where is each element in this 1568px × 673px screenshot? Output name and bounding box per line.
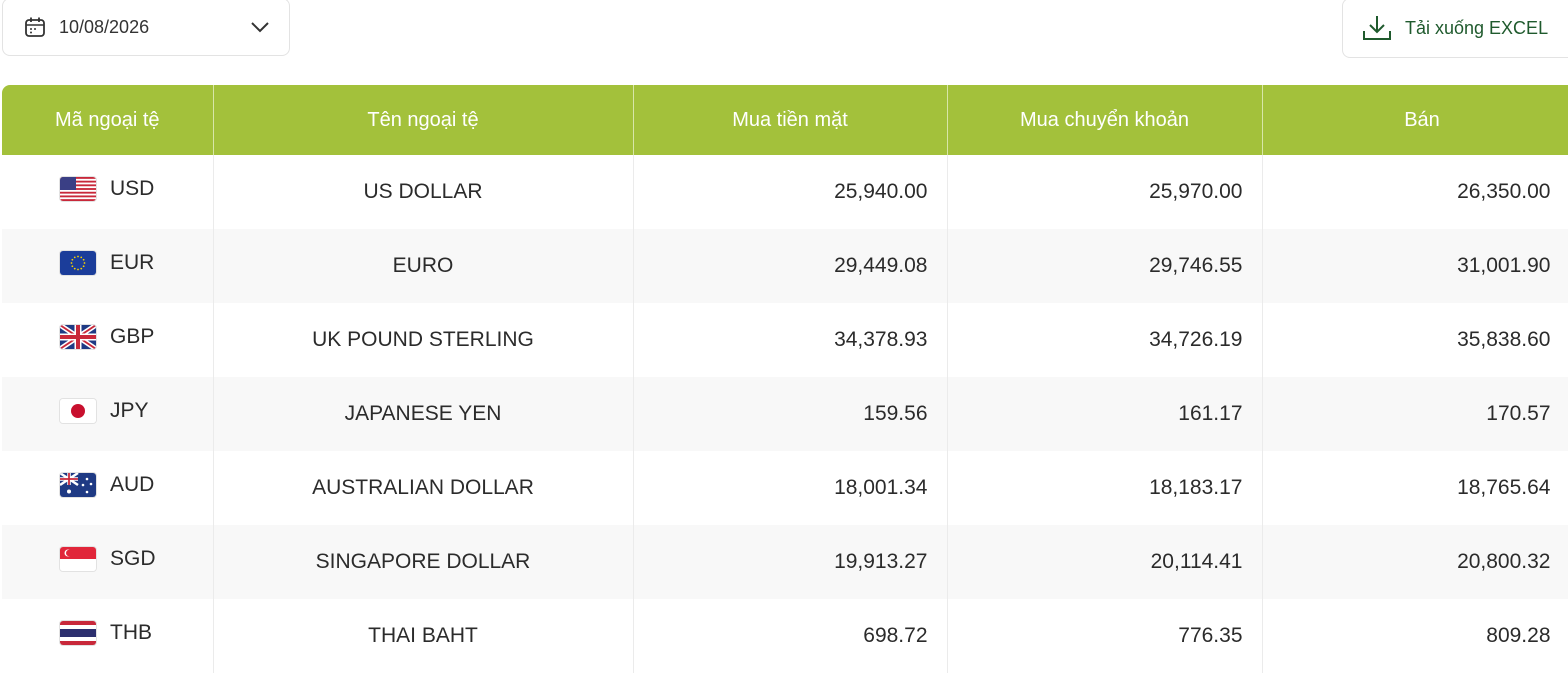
currency-code-cell: SGD	[2, 525, 214, 599]
chevron-down	[251, 22, 269, 33]
rate-table: Mã ngoại tệ Tên ngoại tệ Mua tiền mặt Mua c…	[2, 85, 1568, 673]
table-row: THB THAI BAHT 698.72 776.35 809.28	[2, 599, 1568, 673]
currency-code-cell: JPY	[2, 377, 214, 451]
currency-name: JAPANESE YEN	[213, 377, 634, 451]
currency-code-cell: EUR	[2, 229, 214, 303]
currency-code: AUD	[110, 473, 155, 496]
code-wrap: SGD	[60, 547, 212, 571]
download-icon	[1363, 16, 1391, 40]
column-header: Mua chuyển khoản	[947, 85, 1263, 155]
currency-name: UK POUND STERLING	[213, 303, 634, 377]
header-row: Mã ngoại tệ Tên ngoại tệ Mua tiền mặt Mua c…	[2, 85, 1568, 155]
rate-value: 18,765.64	[1262, 451, 1568, 525]
rate-value: 34,378.93	[633, 303, 948, 377]
rate-value: 161.17	[947, 377, 1263, 451]
currency-code: SGD	[110, 547, 156, 570]
column-header: Mua tiền mặt	[633, 85, 948, 155]
calendar-icon	[25, 17, 45, 37]
currency-code-cell: USD	[2, 155, 214, 229]
flag-icon	[60, 251, 96, 275]
currency-name: SINGAPORE DOLLAR	[213, 525, 634, 599]
flag-icon	[60, 177, 96, 201]
rate-value: 776.35	[947, 599, 1263, 673]
table-body: USD US DOLLAR 25,940.00 25,970.00 26,350.00 E…	[2, 155, 1568, 673]
rate-value: 20,800.32	[1262, 525, 1568, 599]
currency-code-cell: GBP	[2, 303, 214, 377]
code-wrap: USD	[60, 177, 212, 201]
currency-code: JPY	[110, 399, 149, 422]
currency-code-cell: AUD	[2, 451, 214, 525]
currency-code: THB	[110, 621, 152, 644]
rate-value: 34,726.19	[947, 303, 1263, 377]
code-wrap: EUR	[60, 251, 212, 275]
rate-value: 698.72	[633, 599, 948, 673]
rate-value: 25,970.00	[947, 155, 1263, 229]
table-row: AUD AUSTRALIAN DOLLAR 18,001.34 18,183.17 18…	[2, 451, 1568, 525]
flag-icon	[60, 621, 96, 645]
table-row: GBP UK POUND STERLING 34,378.93 34,726.19 35…	[2, 303, 1568, 377]
table-row: EUR EURO 29,449.08 29,746.55 31,001.90	[2, 229, 1568, 303]
currency-code-cell: THB	[2, 599, 214, 673]
currency-code: GBP	[110, 325, 155, 348]
rate-value: 159.56	[633, 377, 948, 451]
table-row: SGD SINGAPORE DOLLAR 19,913.27 20,114.41 20,…	[2, 525, 1568, 599]
rate-value: 29,746.55	[947, 229, 1263, 303]
rate-value: 29,449.08	[633, 229, 948, 303]
rate-value: 20,114.41	[947, 525, 1263, 599]
column-header: Bán	[1262, 85, 1568, 155]
currency-name: THAI BAHT	[213, 599, 634, 673]
currency-name: US DOLLAR	[213, 155, 634, 229]
rate-value: 170.57	[1262, 377, 1568, 451]
download-label: Tải xuống EXCEL	[1405, 17, 1549, 38]
download-button[interactable]: Tải xuống EXCEL	[1342, 0, 1568, 58]
rate-value: 26,350.00	[1262, 155, 1568, 229]
flag-icon	[60, 325, 96, 349]
rate-value: 18,001.34	[633, 451, 948, 525]
column-header: Mã ngoại tệ	[2, 85, 214, 155]
flag-icon	[60, 473, 96, 497]
code-wrap: JPY	[60, 399, 212, 423]
rate-value: 18,183.17	[947, 451, 1263, 525]
date-value: 10/08/2026	[59, 16, 150, 37]
date-picker[interactable]: 10/08/2026	[2, 0, 290, 56]
rate-value: 35,838.60	[1262, 303, 1568, 377]
code-wrap: GBP	[60, 325, 212, 349]
table-row: JPY JAPANESE YEN 159.56 161.17 170.57	[2, 377, 1568, 451]
currency-name: EURO	[213, 229, 634, 303]
rate-value: 31,001.90	[1262, 229, 1568, 303]
code-wrap: AUD	[60, 473, 212, 497]
currency-code: USD	[110, 177, 155, 200]
currency-name: AUSTRALIAN DOLLAR	[213, 451, 634, 525]
rate-value: 19,913.27	[633, 525, 948, 599]
currency-code: EUR	[110, 251, 155, 274]
flag-icon	[60, 399, 96, 423]
rate-value: 809.28	[1262, 599, 1568, 673]
rate-value: 25,940.00	[633, 155, 948, 229]
table-row: USD US DOLLAR 25,940.00 25,970.00 26,350.00	[2, 155, 1568, 229]
code-wrap: THB	[60, 621, 212, 645]
flag-icon	[60, 547, 96, 571]
column-header: Tên ngoại tệ	[213, 85, 634, 155]
